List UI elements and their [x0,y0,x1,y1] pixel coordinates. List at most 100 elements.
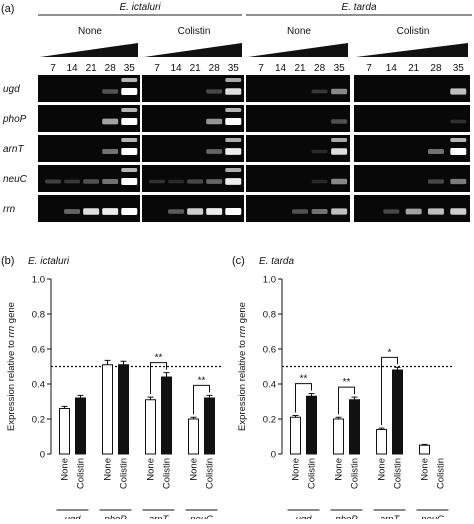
x-tick-label: Colistin [119,458,130,489]
cycle-label: 35 [334,63,346,74]
gel-band [450,138,467,142]
gel-band [121,118,138,125]
gel-band [121,208,138,215]
gel-band [311,209,328,214]
panel-b-title: E. ictaluri [28,256,70,267]
cycle-label: 14 [275,63,287,74]
gel-band [225,208,242,215]
gel-band [331,138,348,142]
bar-colistin [161,376,172,455]
y-axis-title: Expression relative to rrn gene [6,302,17,431]
y-tick-label: 0.8 [32,310,45,321]
cycle-label: 35 [124,63,136,74]
significance-bracket [338,386,355,415]
x-tick-label: Colistin [307,458,318,489]
y-tick-label: 1.0 [263,275,276,286]
gel-band [311,149,328,154]
gradient-wedge [40,43,138,57]
gel-band [168,209,185,214]
gene-label: neuC [3,174,28,185]
x-tick-label: Colistin [76,458,87,489]
panel-c-chart: (c) E. tarda 0 0.2 0.4 0.6 0.8 1.0 Expression … [232,255,454,524]
cycle-label: 14 [67,63,79,74]
gel-band [331,119,348,124]
bar-colistin [349,399,360,455]
gel-band [45,179,61,184]
category-label: phoP [334,514,358,519]
panel-b-chart: (b) E. ictaluri 0 0.2 0.4 0.6 0.8 1.0 Expressi… [1,255,223,524]
gel-band [83,208,100,215]
cycle-label: 14 [171,63,183,74]
gel-band [450,178,467,185]
gel-band [405,208,422,215]
x-tick-label: Colistin [436,458,447,489]
x-tick-label: Colistin [162,458,173,489]
x-tick-label: None [291,458,302,481]
y-tick-label: 0.4 [32,380,45,391]
gel-band [225,178,242,185]
gel-band [83,179,100,184]
bar-none [102,364,113,455]
cycle-label: 21 [86,63,98,74]
species-label: E. ictaluri [119,2,161,13]
y-tick-label: 0 [40,450,45,461]
bar-none [145,399,156,455]
significance-label: * [388,347,392,358]
gel-band [311,179,328,184]
gradient-wedge [144,43,242,57]
treatment-label: None [287,26,311,37]
cycle-label: 35 [228,63,240,74]
cycle-label: 35 [453,63,465,74]
bar-colistin [204,397,215,455]
cycle-label: 7 [258,63,264,74]
gel-band [206,118,223,125]
x-tick-label: None [377,458,388,481]
cycle-label: 28 [105,63,117,74]
gel-band [427,149,444,154]
panel-a-label: (a) [1,3,14,15]
x-tick-label: Colistin [393,458,404,489]
gel-band [102,89,119,94]
panel-b-label: (b) [1,255,14,267]
significance-bracket [295,383,312,413]
x-tick-label: None [189,458,200,481]
gel-band [187,179,204,184]
gel-band [206,179,223,184]
bar-colistin [75,397,86,455]
gradient-wedge [356,43,468,57]
cycle-label: 7 [50,63,56,74]
cycle-label: 21 [295,63,307,74]
x-tick-label: Colistin [205,458,216,489]
panel-a-gel: (a) E. ictaluri None 7 14 21 28 35 Colistin 7 14 2… [1,2,472,222]
gel-band [64,179,81,184]
significance-label: ** [343,377,351,388]
bar-none [333,418,344,455]
y-tick-label: 1.0 [32,275,45,286]
gel-band [121,88,138,95]
gel-band [225,148,242,155]
gel-band [102,179,119,184]
bar-none [376,429,387,455]
gel-band [450,88,467,95]
significance-bracket [381,356,398,426]
y-tick-label: 0.6 [32,345,45,356]
gel-band [102,118,119,125]
gel-band [331,208,348,215]
cycle-label: 21 [190,63,202,74]
treatment-label: Colistin [397,26,430,37]
x-tick-label: None [420,458,431,481]
cycle-label: 14 [386,63,398,74]
cycle-label: 21 [408,63,420,74]
gel-band [450,119,467,124]
significance-label: ** [198,375,206,386]
gel-band [121,78,138,82]
gel-band [383,209,400,214]
x-tick-label: None [146,458,157,481]
x-tick-label: None [334,458,345,481]
y-tick-label: 0.4 [263,380,276,391]
x-tick-label: None [103,458,114,481]
gel-band [311,89,328,94]
gel-band [149,179,165,184]
gel-band [206,89,223,94]
